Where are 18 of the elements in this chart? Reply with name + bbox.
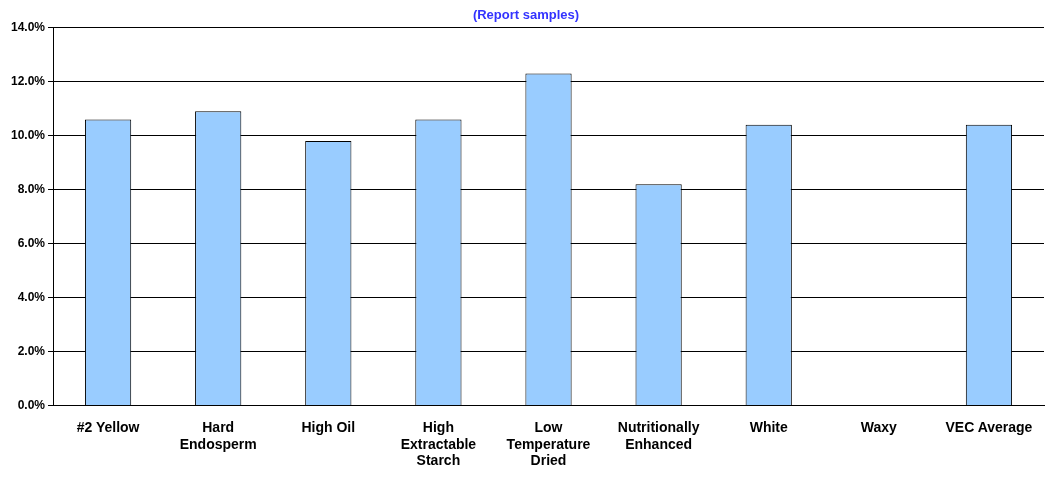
y-tick-label: 2.0% (17, 343, 46, 358)
y-tick-label: 12.0% (10, 73, 46, 88)
y-tick-label: 14.0% (10, 19, 46, 34)
y-tick-label: 8.0% (17, 181, 46, 196)
x-tick-label: White (749, 418, 788, 435)
x-tick-label: Hard Endosperm (179, 418, 257, 452)
x-tick-label: Nutritionally Enhanced (617, 418, 700, 452)
y-tick-label: 4.0% (17, 289, 46, 304)
chart-subtitle: (Report samples) (472, 7, 580, 23)
x-tick-label: High Extractable Starch (400, 418, 477, 469)
y-tick-label: 6.0% (17, 235, 46, 250)
x-tick-label: #2 Yellow (76, 418, 140, 435)
x-tick-label: Low Temperature Dried (506, 418, 591, 469)
y-tick-label: 10.0% (10, 127, 46, 142)
x-tick-label: Waxy (860, 418, 898, 435)
y-tick-label: 0.0% (17, 397, 46, 412)
x-tick-label: High Oil (301, 418, 356, 435)
x-tick-label: VEC Average (945, 418, 1033, 435)
